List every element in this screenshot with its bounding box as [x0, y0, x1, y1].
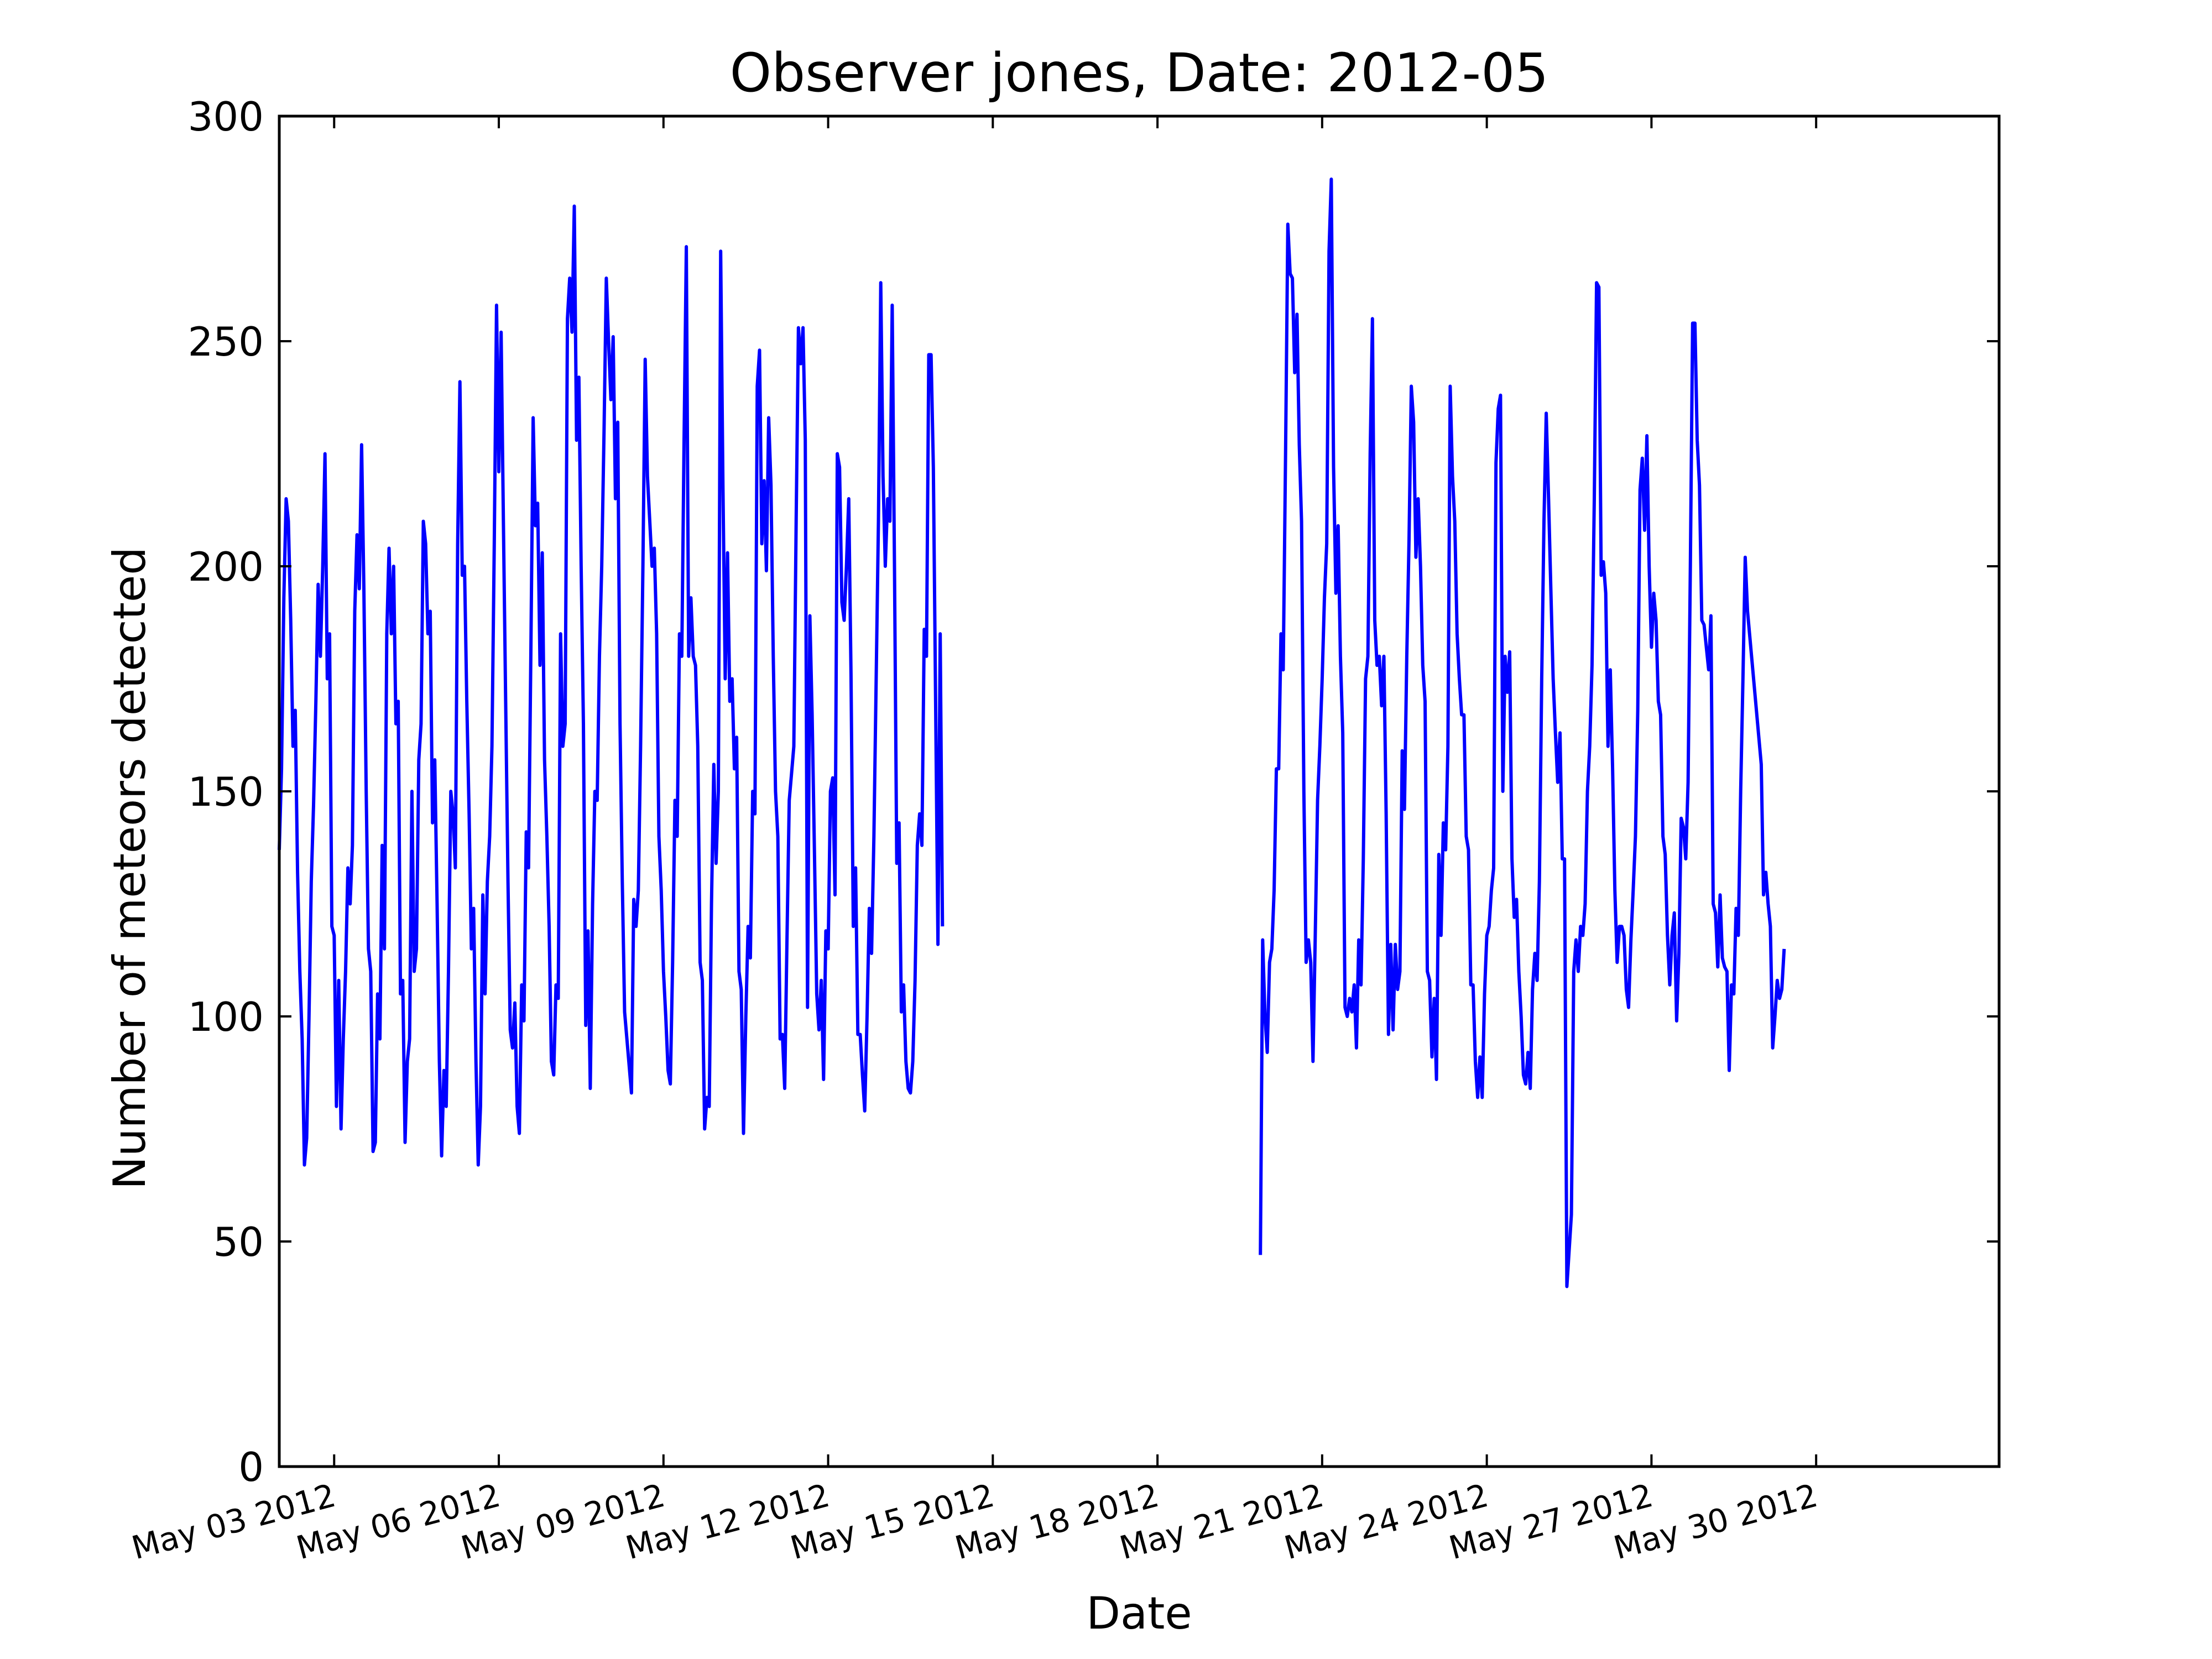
y-axis-label: Number of meteors detected [104, 547, 155, 1190]
y-tick-label: 250 [188, 319, 264, 365]
y-axis: 0 50 100 150 200 250 300 [188, 93, 1999, 1490]
y-tick-label: 50 [213, 1219, 264, 1265]
y-tick-label: 300 [188, 93, 264, 140]
x-axis-label: Date [1086, 1588, 1192, 1639]
y-tick-label: 0 [238, 1444, 264, 1490]
chart-title: Observer jones, Date: 2012-05 [730, 42, 1549, 104]
y-tick-label: 100 [188, 994, 264, 1040]
series-line [278, 178, 1786, 1288]
y-tick-label: 200 [188, 544, 264, 590]
y-tick-label: 150 [188, 769, 264, 815]
